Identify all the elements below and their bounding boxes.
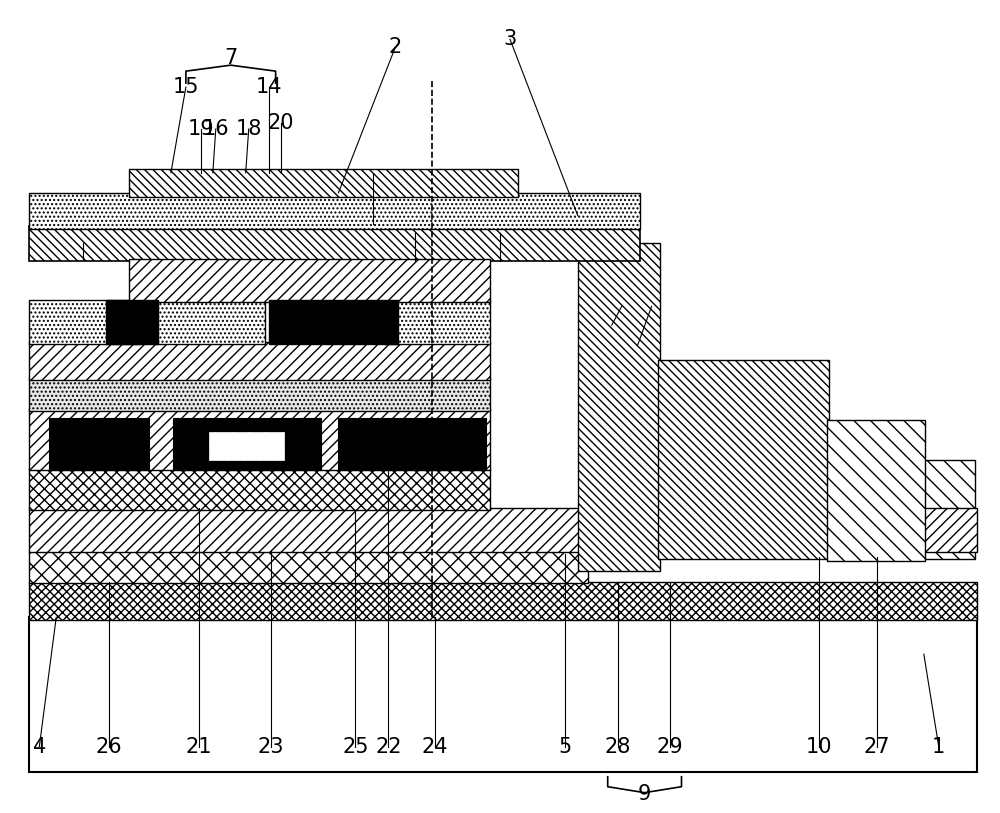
Text: 26: 26 <box>96 737 122 757</box>
Text: 2: 2 <box>389 37 402 57</box>
Bar <box>29 300 141 344</box>
Bar <box>173 418 320 470</box>
Bar <box>106 300 158 344</box>
Bar <box>877 460 975 559</box>
Bar <box>49 418 149 470</box>
Text: 31: 31 <box>70 233 96 253</box>
Text: 17: 17 <box>360 214 387 233</box>
Text: 18: 18 <box>236 119 262 139</box>
Bar <box>29 507 977 551</box>
Text: 5: 5 <box>558 737 571 757</box>
Bar <box>827 420 925 562</box>
Bar <box>29 226 640 260</box>
Text: 22: 22 <box>375 737 402 757</box>
Bar <box>29 193 640 228</box>
Text: 14: 14 <box>255 77 282 97</box>
Text: 9: 9 <box>638 784 651 804</box>
Text: 4: 4 <box>33 737 46 757</box>
Text: 15: 15 <box>173 77 199 97</box>
Bar <box>384 300 490 344</box>
Text: 8: 8 <box>409 223 422 242</box>
Text: 7: 7 <box>224 48 237 68</box>
Text: 24: 24 <box>422 737 448 757</box>
Bar <box>29 582 977 620</box>
Bar <box>209 432 284 460</box>
Text: 30: 30 <box>608 297 635 316</box>
Bar <box>29 408 490 470</box>
Text: 20: 20 <box>267 113 294 133</box>
Text: 19: 19 <box>188 119 214 139</box>
Bar <box>29 550 588 584</box>
Bar <box>29 617 977 772</box>
Text: 12: 12 <box>487 223 513 242</box>
Text: 16: 16 <box>202 119 229 139</box>
Text: 6: 6 <box>645 297 658 316</box>
Bar <box>129 259 490 302</box>
Text: 29: 29 <box>656 737 683 757</box>
Bar <box>269 300 398 344</box>
Text: 21: 21 <box>186 737 212 757</box>
Bar <box>29 467 490 510</box>
Bar <box>129 169 518 197</box>
Text: 28: 28 <box>604 737 631 757</box>
Bar <box>153 300 265 344</box>
Bar <box>29 342 490 380</box>
Text: 27: 27 <box>864 737 890 757</box>
Text: 10: 10 <box>806 737 832 757</box>
Bar <box>338 418 486 470</box>
Bar <box>658 360 829 559</box>
Text: 1: 1 <box>932 737 945 757</box>
Bar <box>29 378 490 411</box>
Text: 23: 23 <box>257 737 284 757</box>
Text: 3: 3 <box>503 29 517 50</box>
Text: 25: 25 <box>342 737 369 757</box>
Bar <box>578 242 660 572</box>
